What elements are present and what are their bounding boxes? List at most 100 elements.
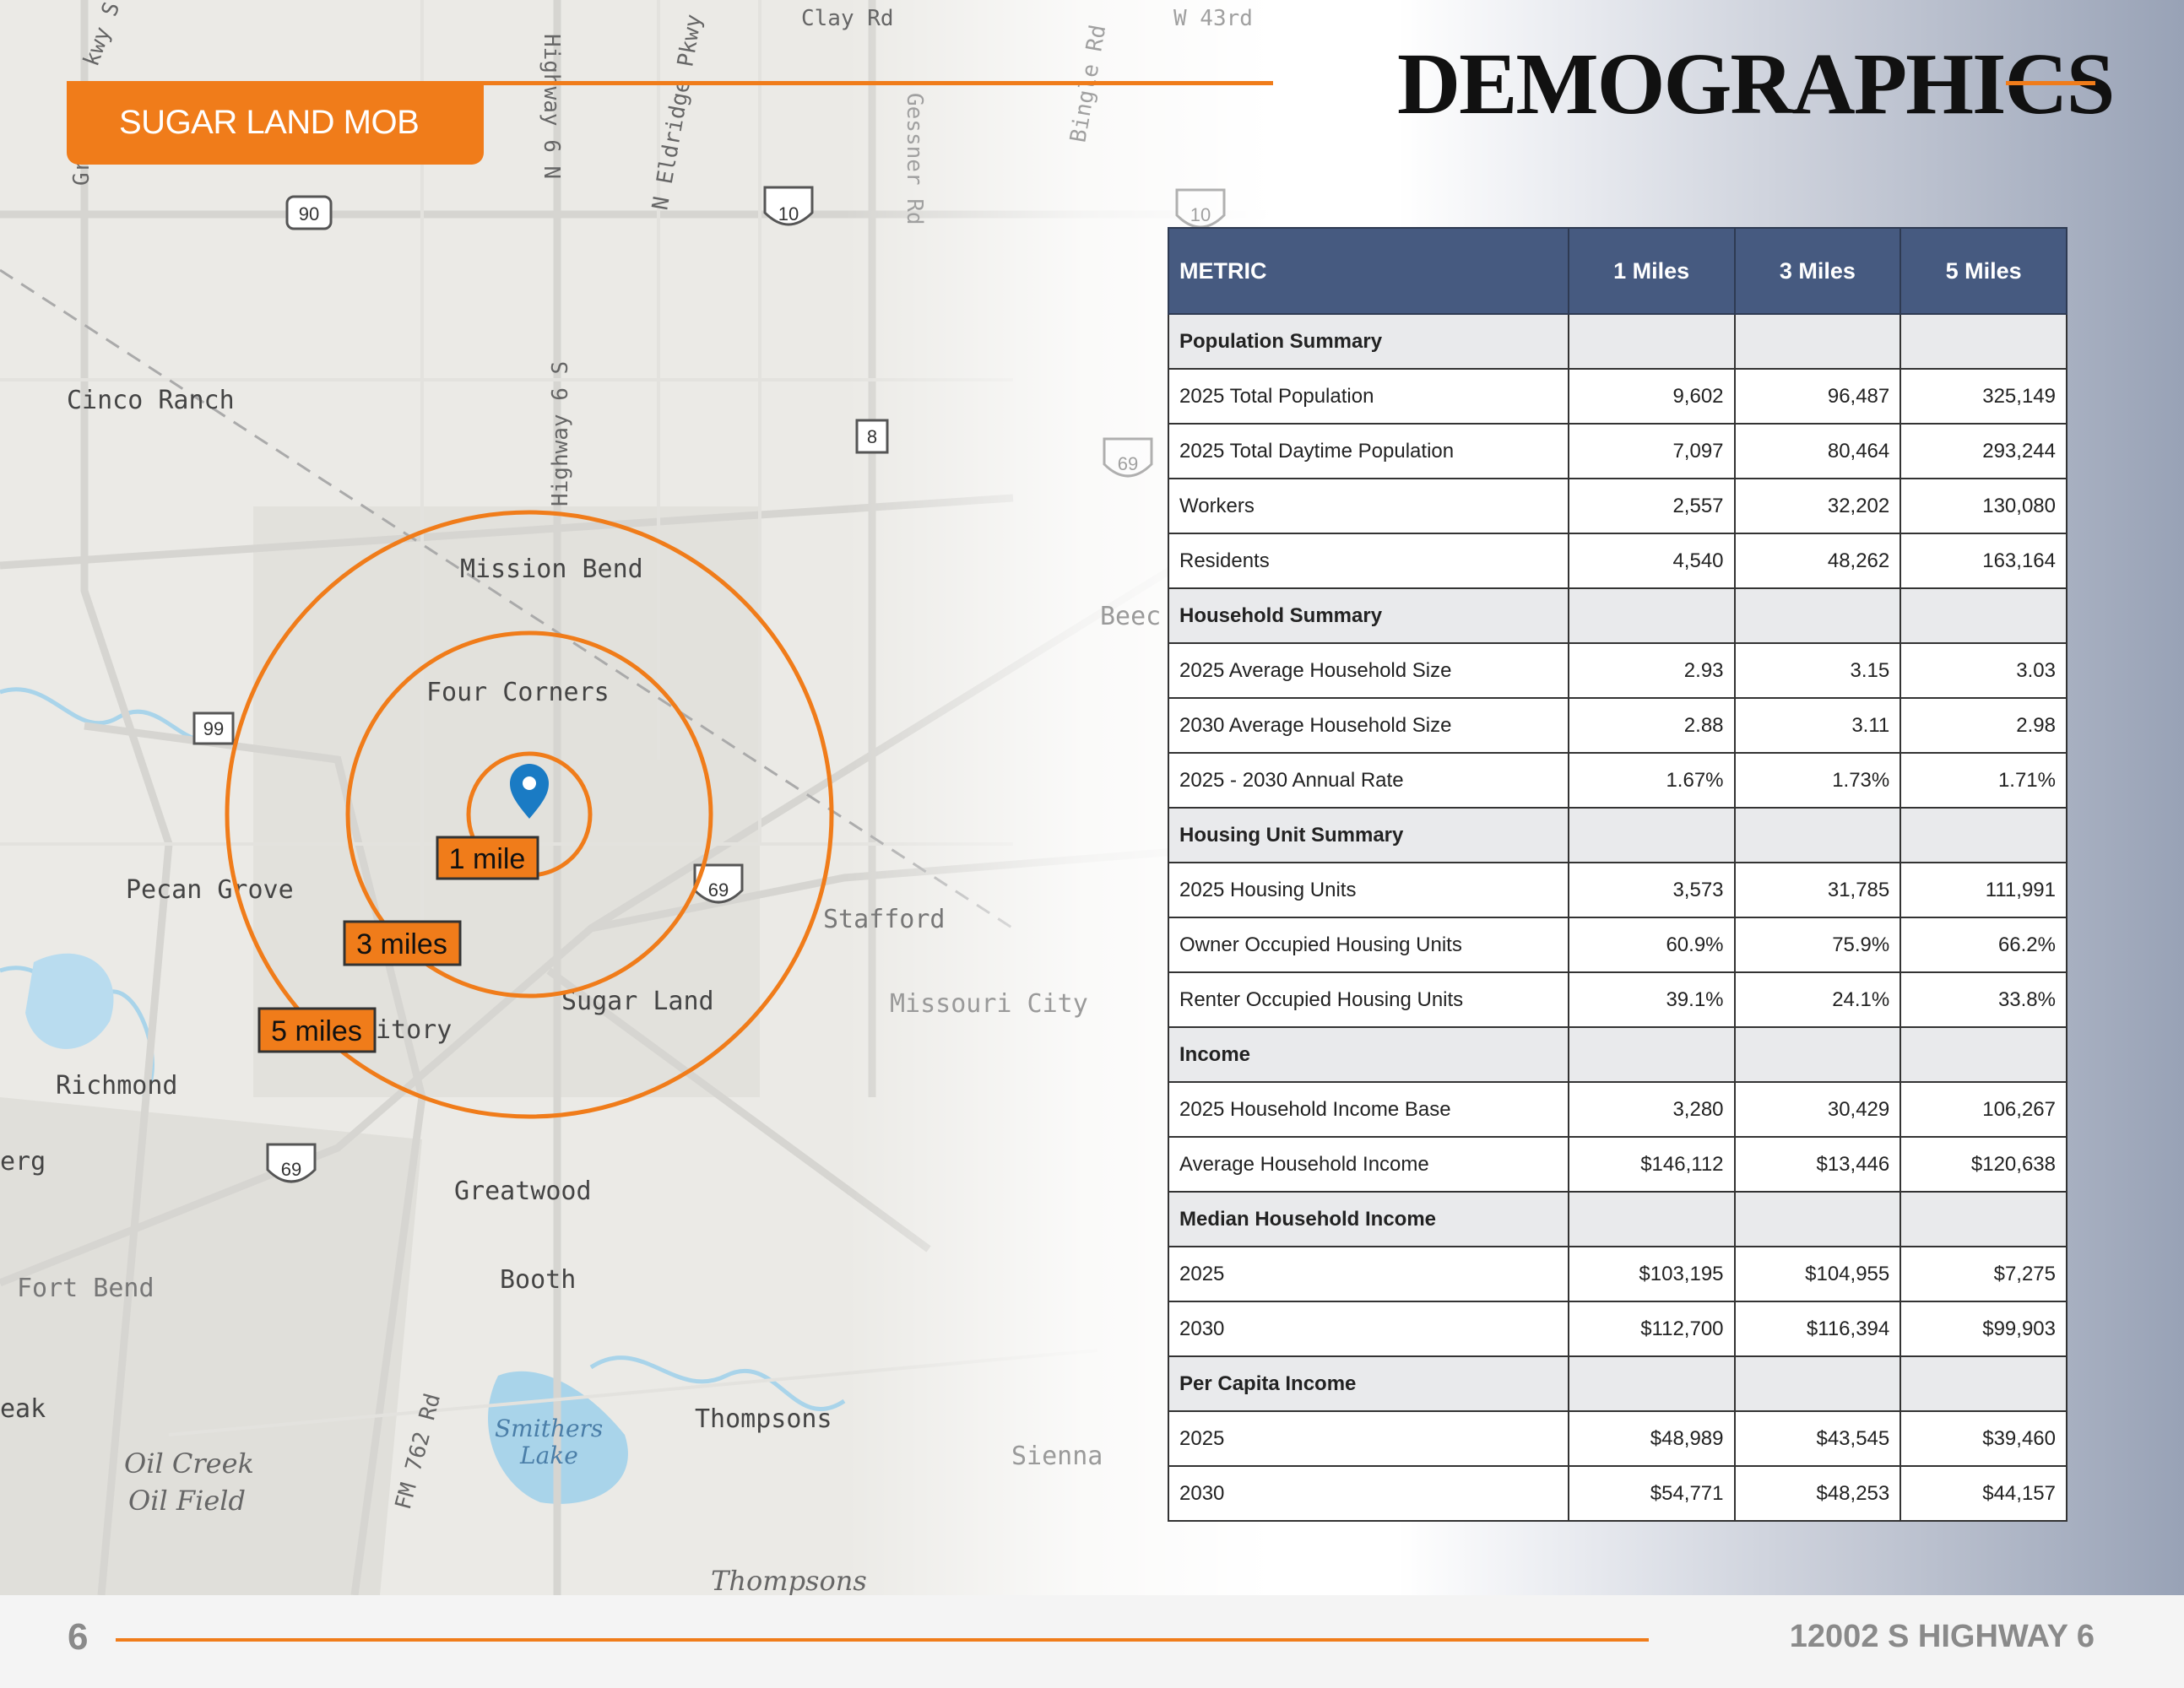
highway-shield-90: 90 <box>285 195 333 230</box>
table-row: Renter Occupied Housing Units 39.1% 24.1% 3… <box>1168 971 2067 1028</box>
svg-text:69: 69 <box>1118 453 1138 474</box>
table-section-row: Per Capita Income <box>1168 1355 2067 1412</box>
metric-value: 2.98 <box>1899 697 2067 754</box>
road-label: Highway 6 N <box>539 34 564 179</box>
road-label: W 43rd <box>1173 6 1253 31</box>
metric-value: $99,903 <box>1899 1301 2067 1357</box>
road-label: Clay Rd <box>801 6 894 31</box>
metric-label: Renter Occupied Housing Units <box>1168 971 1569 1028</box>
table-row: 2025 Total Population 9,602 96,487 325,149 <box>1168 368 2067 425</box>
place-label: Sienna <box>1011 1442 1103 1471</box>
table-row: 2025 - 2030 Annual Rate 1.67% 1.73% 1.71% <box>1168 752 2067 809</box>
place-label: Fort Bend <box>17 1274 154 1303</box>
metric-label: 2030 <box>1168 1301 1569 1357</box>
metric-value: 111,991 <box>1899 862 2067 918</box>
section-label: Income <box>1168 1026 1569 1083</box>
metric-value: 106,267 <box>1899 1081 2067 1138</box>
svg-text:10: 10 <box>1190 204 1211 225</box>
table-section-row: Housing Unit Summary <box>1168 807 2067 863</box>
svg-text:3 miles: 3 miles <box>356 928 447 960</box>
road-label: Gessner Rd <box>902 93 927 225</box>
table-row: Owner Occupied Housing Units 60.9% 75.9% 66… <box>1168 917 2067 973</box>
property-badge: SUGAR LAND MOB <box>67 81 484 165</box>
place-label: Booth <box>500 1265 576 1295</box>
title-accent-line <box>2006 81 2095 85</box>
column-header: 1 Miles <box>1567 227 1736 315</box>
ring-3-miles <box>345 630 713 998</box>
metric-label: 2030 <box>1168 1465 1569 1522</box>
interstate-shield-69: 69 <box>266 1143 317 1183</box>
empty-cell <box>1567 807 1736 863</box>
table-row: 2025 Housing Units 3,573 31,785 111,991 <box>1168 862 2067 918</box>
metric-value: 325,149 <box>1899 368 2067 425</box>
place-label: Sugar Land <box>561 987 714 1016</box>
page-title: DEMOGRAPHICS <box>1397 35 2115 133</box>
place-label: Greatwood <box>454 1177 592 1206</box>
metric-value: 3.15 <box>1733 642 1902 699</box>
metric-label: 2025 Total Population <box>1168 368 1569 425</box>
place-label: Missouri City <box>890 989 1088 1019</box>
place-label: eak <box>0 1394 46 1424</box>
metric-value: 163,164 <box>1899 533 2067 589</box>
label-1-mile: 1 mile <box>436 836 539 880</box>
metric-label: Residents <box>1168 533 1569 589</box>
empty-cell <box>1899 1355 2067 1412</box>
metric-value: 3.03 <box>1899 642 2067 699</box>
empty-cell <box>1733 807 1902 863</box>
metric-label: 2025 - 2030 Annual Rate <box>1168 752 1569 809</box>
metric-value: 33.8% <box>1899 971 2067 1028</box>
section-label: Population Summary <box>1168 313 1569 370</box>
page-number: 6 <box>68 1616 89 1658</box>
section-label: Median Household Income <box>1168 1191 1569 1247</box>
metric-value: $146,112 <box>1567 1136 1736 1193</box>
metric-value: $120,638 <box>1899 1136 2067 1193</box>
empty-cell <box>1567 1355 1736 1412</box>
place-label: Oil Field <box>128 1485 246 1517</box>
urban-area <box>0 1097 422 1595</box>
place-label: Four Corners <box>426 678 610 707</box>
road-label: Highway 6 S <box>548 361 573 506</box>
column-header: METRIC <box>1168 227 1569 315</box>
footer-divider <box>116 1638 1649 1642</box>
metric-value: 66.2% <box>1899 917 2067 973</box>
metric-value: 4,540 <box>1567 533 1736 589</box>
metric-value: 80,464 <box>1733 423 1902 479</box>
metric-value: 9,602 <box>1567 368 1736 425</box>
empty-cell <box>1567 313 1736 370</box>
metric-label: 2030 Average Household Size <box>1168 697 1569 754</box>
svg-text:69: 69 <box>708 879 729 901</box>
metric-value: 2.88 <box>1567 697 1736 754</box>
empty-cell <box>1567 1026 1736 1083</box>
label-5-miles: 5 miles <box>257 1007 377 1053</box>
metric-value: 75.9% <box>1733 917 1902 973</box>
place-label: Thompsons <box>695 1404 832 1434</box>
metric-value: 2,557 <box>1567 478 1736 534</box>
table-row: 2030 $54,771 $48,253 $44,157 <box>1168 1465 2067 1522</box>
table-row: 2025 Average Household Size 2.93 3.15 3.03 <box>1168 642 2067 699</box>
place-label: Stafford <box>823 905 946 934</box>
empty-cell <box>1899 313 2067 370</box>
metric-value: 60.9% <box>1567 917 1736 973</box>
section-label: Household Summary <box>1168 587 1569 644</box>
table-row: 2030 $112,700 $116,394 $99,903 <box>1168 1301 2067 1357</box>
table-section-row: Household Summary <box>1168 587 2067 644</box>
highway-shield-99: 99 <box>192 711 235 745</box>
map[interactable]: Cinco Ranch Mission Bend Four Corners Pe… <box>0 0 1273 1595</box>
interstate-shield-10: 10 <box>1175 188 1226 229</box>
interstate-shield-10: 10 <box>763 186 814 226</box>
svg-text:10: 10 <box>778 203 799 225</box>
empty-cell <box>1899 1026 2067 1083</box>
section-label: Housing Unit Summary <box>1168 807 1569 863</box>
metric-value: $104,955 <box>1733 1246 1902 1302</box>
metric-label: Average Household Income <box>1168 1136 1569 1193</box>
metric-value: 24.1% <box>1733 971 1902 1028</box>
empty-cell <box>1733 587 1902 644</box>
svg-text:1 mile: 1 mile <box>449 843 526 875</box>
metric-label: Owner Occupied Housing Units <box>1168 917 1569 973</box>
location-pin-icon[interactable] <box>510 764 549 819</box>
metric-value: $116,394 <box>1733 1301 1902 1357</box>
demographics-table: METRIC 1 Miles 3 Miles 5 Miles Populatio… <box>1168 227 2067 1522</box>
table-row: Workers 2,557 32,202 130,080 <box>1168 478 2067 534</box>
table-section-row: Median Household Income <box>1168 1191 2067 1247</box>
svg-text:99: 99 <box>203 718 224 739</box>
